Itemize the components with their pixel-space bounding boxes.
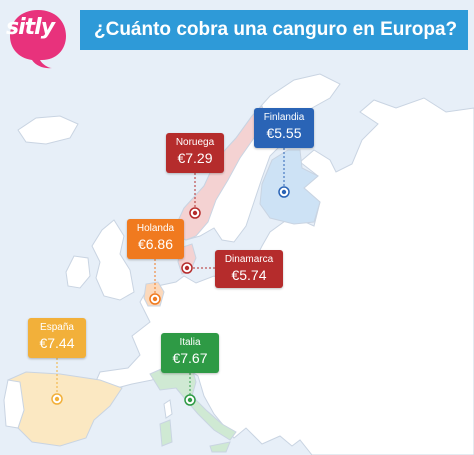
logo-text: sitly [6,15,55,40]
price-value: €5.74 [231,267,267,283]
country-name: Noruega [175,137,215,148]
markers [51,186,290,406]
denmark-marker [181,262,193,274]
holland-marker [149,293,161,305]
country-name: Italia [179,337,201,348]
price-value: €5.55 [266,125,302,141]
callout-finlandia: Finlandia €5.55 [254,108,314,148]
sardinia-shape [159,419,173,447]
italy-marker [184,394,196,406]
title-bar: ¿Cuánto cobra una canguro en Europa? [80,10,468,50]
finland-shape [259,149,321,225]
callout-italia: Italia €7.67 [161,333,219,373]
page-title: ¿Cuánto cobra una canguro en Europa? [94,19,458,40]
price-value: €7.67 [172,350,208,366]
spain-shape [7,371,123,447]
uk-shape [91,219,135,301]
header: sitly ¿Cuánto cobra una canguro en Europ… [0,0,474,69]
norway-marker [189,207,201,219]
callout-espana: España €7.44 [28,318,86,358]
country-name: España [40,322,74,333]
callout-dinamarca: Dinamarca €5.74 [215,250,283,288]
price-value: €7.29 [177,150,213,166]
country-name: Dinamarca [224,254,274,265]
corsica-shape [163,399,173,419]
price-value: €6.86 [137,236,174,252]
portugal-shape [3,379,25,429]
callout-holanda: Holanda €6.86 [127,219,184,259]
country-name: Finlandia [263,112,305,123]
finland-marker [278,186,290,198]
ireland-shape [65,255,91,289]
price-value: €7.44 [39,335,75,351]
spain-marker [51,393,63,405]
country-name: Holanda [136,223,175,234]
leader-lines [56,148,285,398]
sicily-shape [209,441,231,453]
callout-noruega: Noruega €7.29 [166,133,224,173]
sitly-logo-icon [10,10,66,69]
iceland-shape [17,115,79,145]
